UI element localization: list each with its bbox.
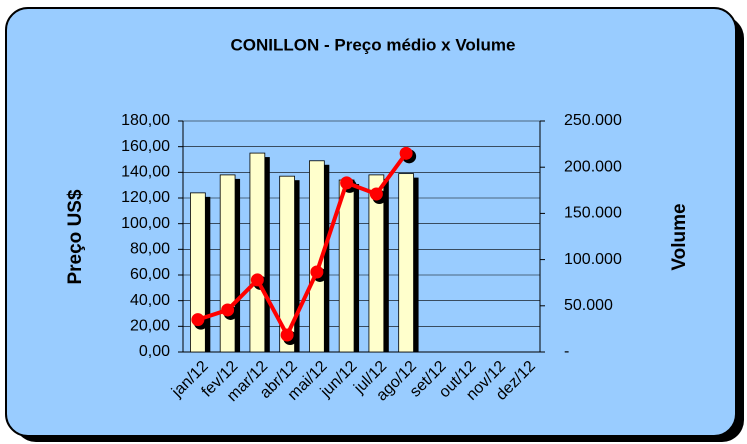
bar [249,152,266,353]
y2-tick-label: 50.000 [564,297,613,314]
marker [191,313,205,327]
y-tick-label: 160,00 [121,138,170,155]
marker [310,265,324,279]
marker [280,328,294,342]
y-tick-label: 60,00 [130,266,170,283]
marker [250,273,264,287]
y-tick-label: 20,00 [130,318,170,335]
chart-title: CONILLON - Preço médio x Volume [231,35,516,54]
y-tick-label: 100,00 [121,215,170,232]
y-tick-label: 120,00 [121,189,170,206]
bar [309,160,325,353]
marker [221,303,235,317]
marker [369,187,383,201]
y2-tick-label: 150.000 [564,205,622,222]
y-tick-label: 0,00 [139,343,170,360]
y2-tick-label: - [564,343,569,360]
bar [398,173,414,353]
bar [190,192,206,353]
bar [219,174,236,353]
y2-tick-label: 250.000 [564,112,622,129]
y-tick-label: 180,00 [121,112,170,129]
bar [338,179,355,353]
y-axis-title: Preço US$ [65,189,86,284]
y2-tick-label: 100.000 [564,251,622,268]
bar [279,175,295,353]
y2-axis-title: Volume [669,203,690,270]
bar [368,174,385,353]
y2-tick-label: 200.000 [564,158,622,175]
y-tick-label: 140,00 [121,164,170,181]
y-tick-label: 40,00 [130,292,170,309]
marker [399,146,413,160]
y-tick-label: 80,00 [130,241,170,258]
marker [340,176,354,190]
